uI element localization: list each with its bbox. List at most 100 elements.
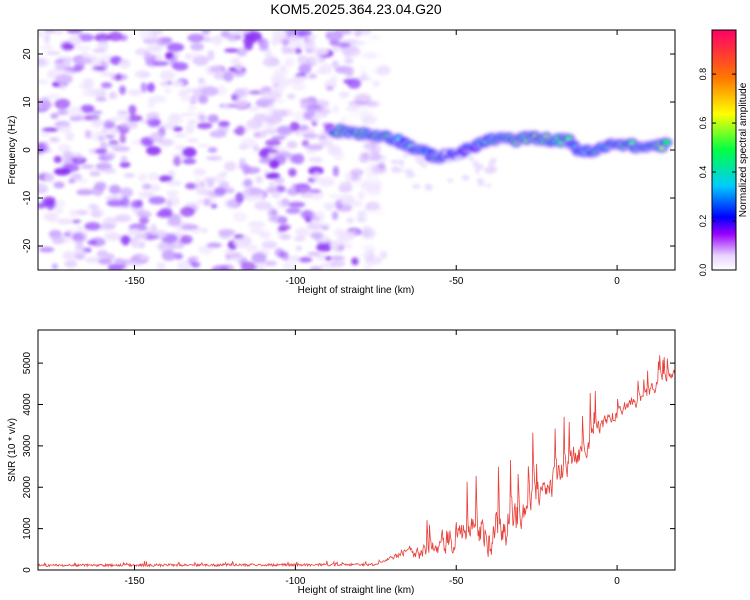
noise-blob (198, 80, 207, 88)
noise-blob (54, 208, 64, 214)
noise-blob (167, 115, 184, 125)
snr-ytick-label: 3000 (22, 434, 33, 457)
noise-blob (271, 109, 288, 118)
noise-blob (107, 263, 123, 270)
spectrogram-ytick-label: 20 (22, 48, 33, 60)
noise-blob (119, 161, 131, 168)
noise-blob (50, 113, 59, 119)
noise-blob (76, 33, 95, 42)
noise-blob (87, 240, 98, 246)
noise-blob (84, 114, 100, 121)
noise-blob (73, 248, 88, 256)
noise-blob (361, 181, 375, 191)
noise-blob (289, 255, 301, 262)
noise-blob (337, 230, 355, 242)
noise-blob (94, 33, 111, 43)
noise-blob (93, 48, 106, 53)
noise-blob (224, 161, 237, 172)
noise-blob (134, 70, 150, 79)
noise-blob (65, 131, 75, 141)
noise-blob (224, 48, 240, 53)
noise-blob (262, 57, 281, 67)
faint-blob (487, 166, 498, 173)
noise-blob (144, 52, 152, 59)
noise-blob (174, 145, 186, 151)
noise-blob (53, 167, 71, 176)
noise-blob (182, 158, 197, 165)
noise-blob (150, 119, 162, 126)
noise-blob (223, 187, 235, 194)
noise-blob (147, 44, 163, 53)
faint-blob (405, 171, 416, 178)
noise-blob (55, 74, 73, 85)
noise-blob (374, 180, 382, 191)
noise-blob (355, 252, 365, 262)
noise-blob (180, 234, 193, 245)
noise-blob (265, 139, 282, 147)
noise-blob (354, 214, 369, 220)
noise-blob (105, 195, 124, 202)
noise-blob (90, 210, 102, 218)
noise-blob (244, 31, 263, 42)
faint-blob (417, 160, 425, 165)
noise-blob (271, 191, 281, 199)
noise-blob (276, 151, 291, 156)
noise-blob (363, 250, 374, 261)
snr-axes: -150 -100 -50 0 0 1000 2000 3000 4000 5000 (22, 330, 675, 587)
noise-blob (209, 65, 223, 73)
noise-blob (198, 95, 209, 104)
noise-blob (288, 35, 302, 42)
noise-blob (149, 132, 164, 143)
noise-blob (329, 193, 341, 199)
noise-blob (187, 119, 198, 125)
noise-blob (91, 110, 103, 115)
noise-blob (123, 173, 136, 178)
noise-blob (42, 196, 57, 207)
noise-blob (340, 116, 348, 122)
snr-ytick-label: 1000 (22, 517, 33, 540)
noise-blob (268, 181, 276, 188)
noise-blob (312, 171, 321, 183)
noise-blob (99, 71, 116, 77)
noise-blob (285, 207, 301, 214)
noise-blob (202, 198, 211, 207)
noise-blob (214, 173, 226, 183)
colorbar-tick-label: 0.2 (698, 215, 708, 228)
noise-blob (152, 60, 170, 66)
noise-blob (54, 98, 71, 110)
noise-blob (309, 231, 324, 240)
noise-blob (263, 260, 278, 267)
noise-blob (302, 132, 319, 139)
noise-blob (250, 167, 258, 172)
noise-blob (308, 73, 317, 79)
noise-blob (278, 224, 291, 231)
noise-blob (329, 259, 346, 268)
noise-blob (275, 99, 285, 104)
noise-blob (118, 34, 128, 42)
noise-blob (75, 45, 91, 52)
noise-blob (361, 115, 377, 124)
noise-blob (305, 144, 324, 151)
noise-blob (210, 203, 218, 209)
noise-blob (128, 261, 143, 267)
noise-blob (224, 248, 234, 256)
noise-blob (67, 106, 83, 118)
noise-blob (360, 111, 375, 117)
noise-blob (298, 124, 309, 131)
noise-blob (240, 138, 258, 149)
noise-blob (218, 120, 230, 127)
snr-xtick-label: 0 (614, 576, 620, 587)
noise-blob (120, 121, 139, 130)
noise-blob (75, 209, 89, 216)
noise-blob (187, 33, 205, 43)
noise-blob (177, 260, 191, 270)
noise-blob (138, 191, 150, 199)
noise-blob (181, 224, 199, 230)
noise-blob (289, 155, 299, 164)
noise-blob (309, 55, 325, 65)
faint-blob (477, 182, 486, 187)
noise-blob (38, 57, 46, 67)
noise-blob (310, 156, 323, 164)
noise-blob (287, 201, 306, 208)
figure-title: KOM5.2025.364.23.04.G20 (270, 1, 441, 17)
